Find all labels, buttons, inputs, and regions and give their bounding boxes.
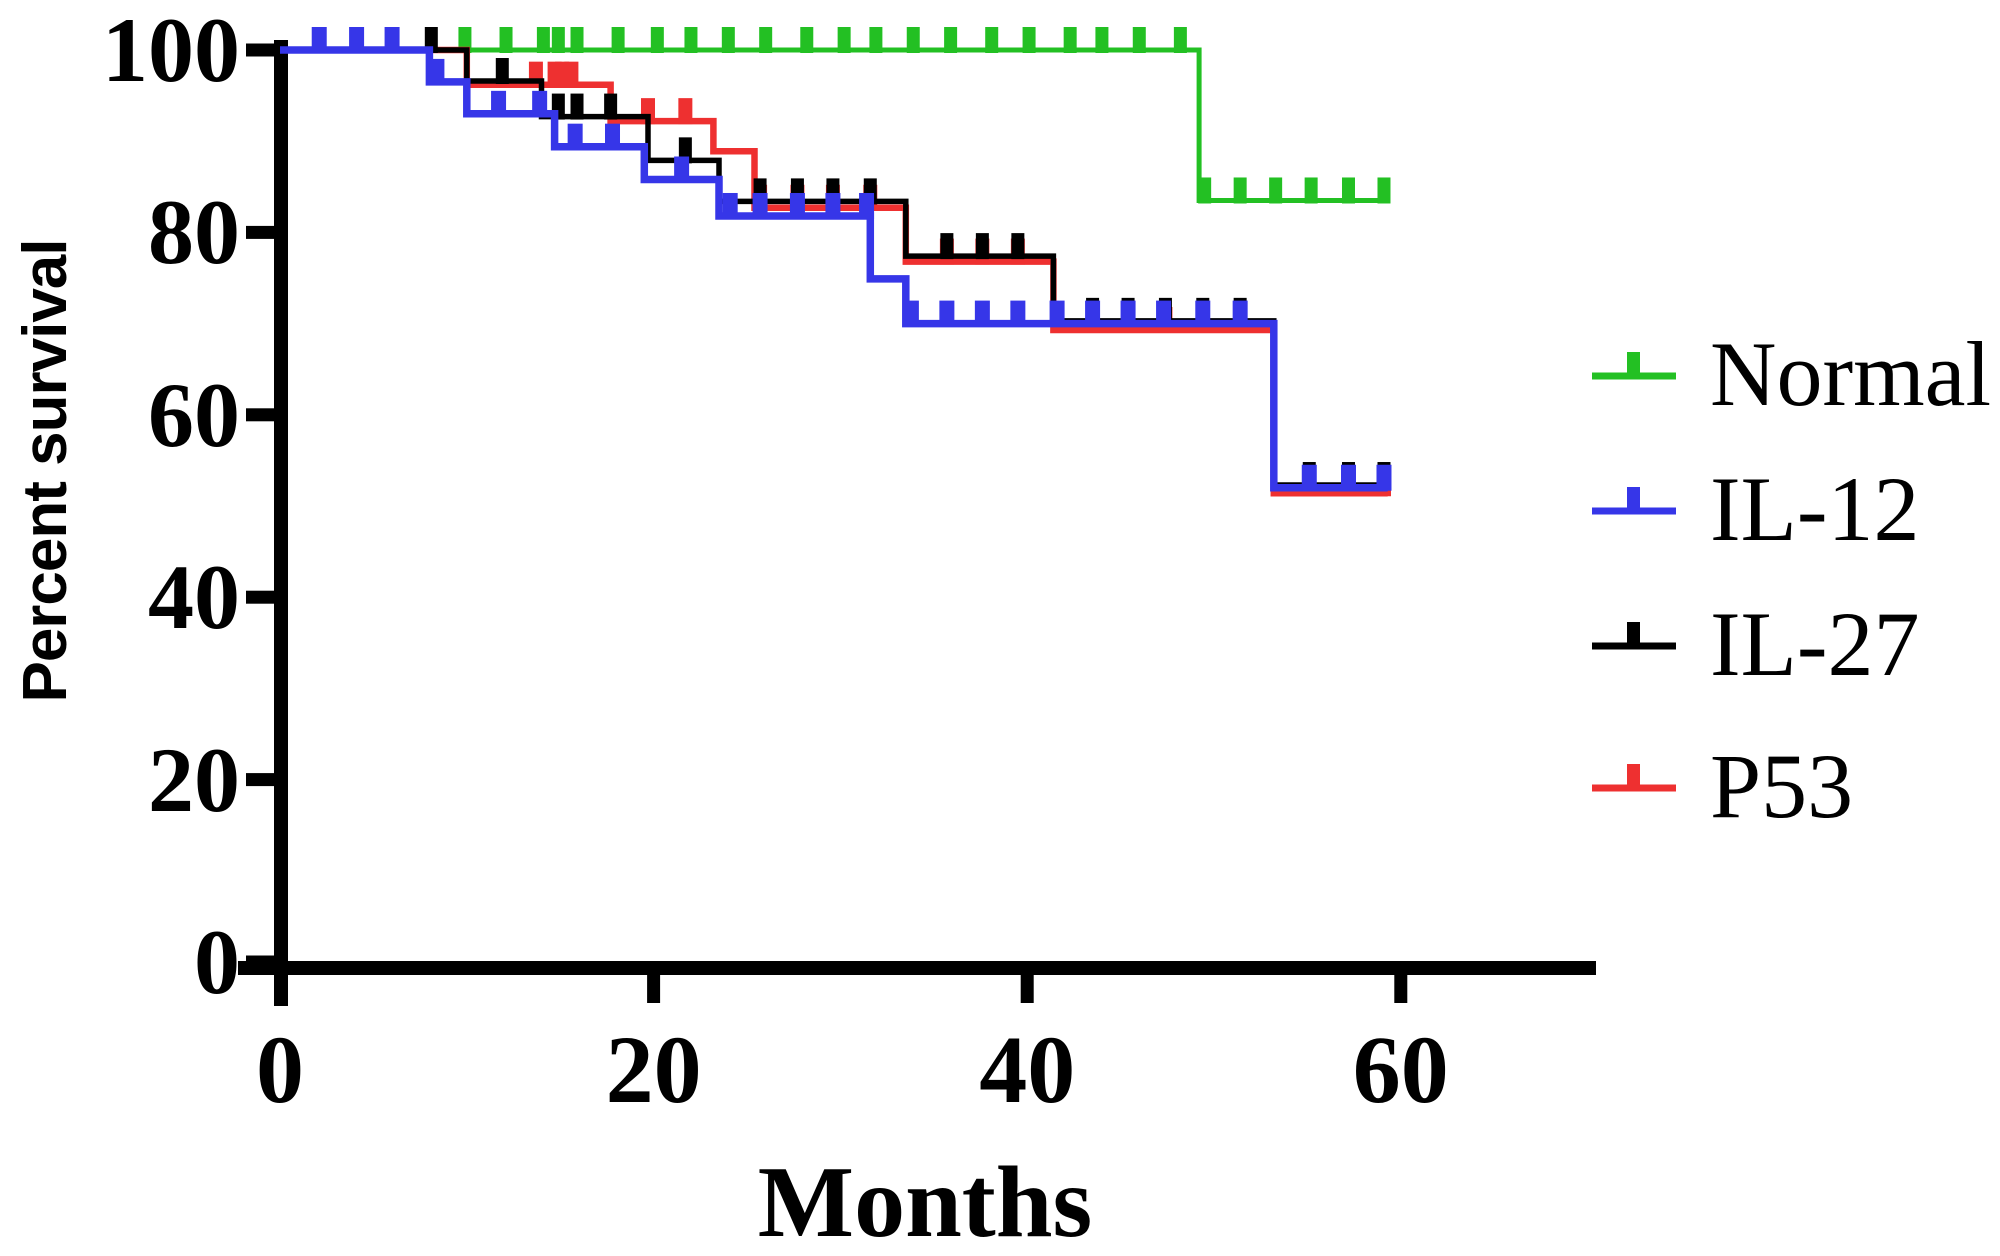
censor-tick-normal — [944, 27, 958, 53]
censor-tick-il-27 — [975, 233, 989, 260]
censor-tick-il-12 — [1232, 300, 1248, 327]
y-tick-label-40: 40 — [148, 546, 240, 649]
y-axis-title: Percent survival — [11, 239, 80, 703]
y-axis-tick — [246, 590, 282, 604]
y-tick-label-0: 0 — [194, 911, 240, 1013]
legend-marker-tick-normal — [1627, 352, 1640, 379]
censor-tick-normal — [869, 27, 883, 53]
censor-tick-il-12 — [859, 192, 875, 219]
x-axis-tick — [1020, 975, 1034, 1003]
legend-marker-tick-il-27 — [1627, 622, 1640, 649]
censor-tick-normal — [759, 27, 773, 53]
censor-tick-normal — [570, 27, 584, 53]
censor-tick-il-12 — [1010, 300, 1026, 327]
censor-tick-normal — [1173, 27, 1187, 53]
censor-tick-il-12 — [384, 27, 400, 53]
y-axis-tick — [246, 955, 282, 969]
censor-tick-il-12 — [605, 123, 621, 150]
censor-tick-il-12 — [429, 58, 445, 85]
censor-tick-normal — [837, 27, 851, 53]
censor-tick-il-12 — [491, 90, 507, 117]
censor-tick-il-12 — [349, 27, 365, 53]
censor-tick-p53 — [564, 61, 579, 88]
y-axis-tick — [246, 225, 282, 239]
x-tick-label-60: 60 — [1352, 1016, 1449, 1123]
censor-tick-normal — [536, 27, 550, 53]
censor-tick-il-12 — [722, 192, 738, 219]
censor-tick-il-12 — [1156, 300, 1172, 327]
censor-tick-normal — [1304, 177, 1318, 204]
censor-tick-il-27 — [495, 58, 509, 85]
censor-tick-normal — [499, 27, 513, 53]
censor-tick-il-12 — [752, 192, 768, 219]
censor-tick-normal — [1269, 177, 1283, 204]
censor-tick-il-12 — [1340, 464, 1356, 491]
censor-tick-normal — [684, 27, 698, 53]
legend-label-il-12: IL-12 — [1710, 458, 1920, 560]
censor-tick-il-12 — [1195, 300, 1211, 327]
legend-marker-tick-il-12 — [1627, 487, 1640, 514]
y-tick-label-100: 100 — [102, 0, 240, 101]
censor-tick-il-27 — [940, 233, 954, 260]
censor-tick-il-12 — [1120, 300, 1136, 327]
censor-tick-il-12 — [674, 156, 690, 183]
legend-label-normal: Normal — [1710, 323, 1992, 425]
legend-label-il-27: IL-27 — [1710, 593, 1920, 695]
censor-tick-il-12 — [1049, 300, 1065, 327]
censor-tick-p53 — [678, 98, 693, 125]
censor-tick-normal — [1341, 177, 1355, 204]
censor-tick-normal — [1063, 27, 1077, 53]
censor-tick-il-12 — [939, 300, 955, 327]
y-axis-line — [274, 40, 288, 1006]
x-tick-label-0: 0 — [256, 1016, 304, 1123]
x-axis-title: Months — [757, 1146, 1093, 1256]
x-axis-tick — [1394, 975, 1408, 1003]
censor-tick-normal — [1132, 27, 1146, 53]
x-axis-tick — [647, 975, 661, 1003]
censor-tick-normal — [1022, 27, 1036, 53]
censor-tick-il-12 — [789, 192, 805, 219]
x-tick-label-20: 20 — [605, 1016, 702, 1123]
censor-tick-il-12 — [825, 192, 841, 219]
censor-tick-il-27 — [1011, 233, 1025, 260]
censor-tick-normal — [458, 27, 472, 53]
censor-tick-il-12 — [567, 123, 583, 150]
censor-tick-normal — [1095, 27, 1109, 53]
y-tick-label-20: 20 — [148, 728, 240, 831]
y-axis-tick — [246, 408, 282, 422]
y-axis-tick — [246, 773, 282, 787]
censor-tick-il-27 — [570, 93, 584, 120]
legend-marker-tick-p53 — [1627, 764, 1640, 791]
censor-tick-il-12 — [1085, 300, 1101, 327]
censor-tick-normal — [611, 27, 625, 53]
censor-tick-il-12 — [974, 300, 990, 327]
censor-tick-normal — [1377, 177, 1391, 204]
series-line-normal — [280, 47, 1388, 203]
x-axis-line — [238, 961, 1596, 975]
censor-tick-normal — [551, 27, 565, 53]
censor-tick-il-12 — [311, 27, 327, 53]
censor-tick-normal — [650, 27, 664, 53]
series-line-il-12 — [280, 46, 1388, 492]
legend-label-p53: P53 — [1710, 735, 1854, 837]
censor-tick-normal — [906, 27, 920, 53]
censor-tick-il-12 — [903, 300, 919, 327]
censor-tick-normal — [800, 27, 814, 53]
series-line-p53 — [280, 46, 1388, 497]
censor-tick-il-27 — [604, 93, 618, 120]
series-line-il-27 — [280, 47, 1388, 488]
censor-tick-il-12 — [532, 90, 548, 117]
censor-tick-normal — [1233, 177, 1247, 204]
y-axis-tick — [246, 43, 282, 57]
censor-tick-normal — [721, 27, 735, 53]
y-tick-label-80: 80 — [148, 181, 240, 284]
censor-tick-il-12 — [1301, 464, 1317, 491]
censor-tick-normal — [1198, 177, 1212, 204]
x-tick-label-40: 40 — [979, 1016, 1076, 1123]
censor-tick-il-12 — [1376, 464, 1392, 491]
censor-tick-normal — [985, 27, 999, 53]
y-tick-label-60: 60 — [148, 363, 240, 466]
